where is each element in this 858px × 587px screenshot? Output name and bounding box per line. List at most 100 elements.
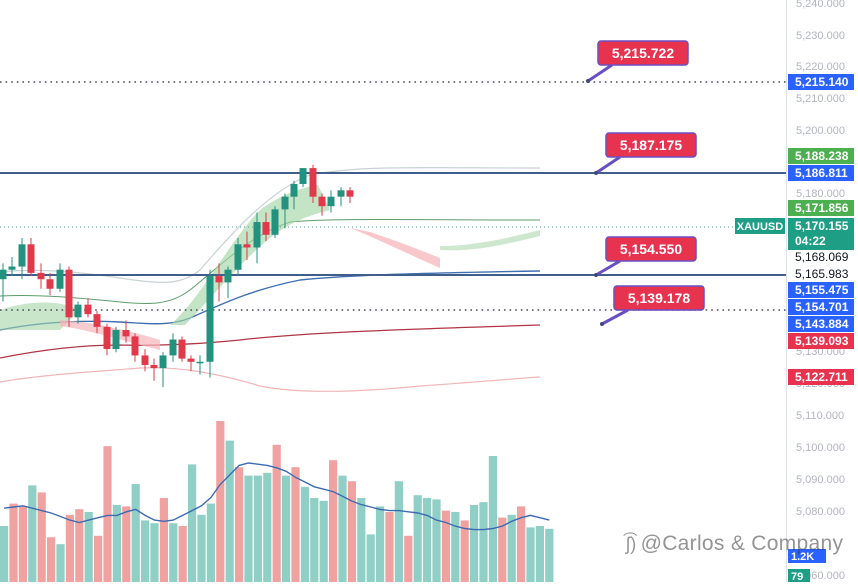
volume-bar xyxy=(235,467,244,582)
volume-bar xyxy=(310,498,319,582)
axis-tick-label: 5,110.000 xyxy=(796,410,844,422)
volume-bar xyxy=(47,537,56,582)
symbol-tag[interactable] xyxy=(735,218,785,234)
volume-scale-label: 79 xyxy=(788,569,810,583)
volume-bar xyxy=(488,456,497,582)
volume-bar xyxy=(94,535,103,582)
volume-bar xyxy=(282,475,291,582)
volume-bar xyxy=(84,512,93,582)
volume-bar xyxy=(188,464,197,582)
price-axis-divider xyxy=(786,0,787,582)
volume-bar xyxy=(37,492,46,582)
price-axis[interactable]: 5,240.000 5,230.000 5,220.000 5,210.000 5,20… xyxy=(735,0,854,583)
candle xyxy=(290,180,298,210)
callout-text: 5,139.178 xyxy=(628,290,690,306)
candle xyxy=(131,333,139,362)
volume-bar xyxy=(517,506,526,582)
axis-tick-label: 5,220.000 xyxy=(796,61,845,73)
volume-bar xyxy=(75,509,84,582)
candle xyxy=(56,263,64,292)
symbol-label: XAUUSD xyxy=(737,221,784,233)
volume-bar xyxy=(338,475,347,582)
price-scale-label[interactable]: 5,143.884 xyxy=(788,316,854,332)
candle xyxy=(318,193,326,216)
volume-bar xyxy=(65,514,74,582)
volume-bar xyxy=(112,505,121,582)
axis-tick-label: 5,180.000 xyxy=(796,188,845,200)
price-scale-label[interactable]: 5,154.701 xyxy=(788,299,854,315)
volume-bar xyxy=(507,514,516,582)
candle xyxy=(103,323,111,356)
candle xyxy=(281,193,289,229)
callout-text: 5,187.175 xyxy=(620,137,682,153)
price-scale-label[interactable]: 5,139.093 xyxy=(788,333,854,349)
price-scale-label[interactable]: 5,186.811 xyxy=(788,165,854,181)
svg-text:5,170.155: 5,170.155 xyxy=(795,219,849,233)
volume-bar xyxy=(244,475,253,582)
svg-text:5,122.711: 5,122.711 xyxy=(795,370,848,384)
volume-bar xyxy=(291,467,300,582)
volume-bar xyxy=(103,446,112,582)
candle xyxy=(122,320,130,343)
callout-text: 5,154.550 xyxy=(620,241,682,257)
price-callouts[interactable]: 5,215.722 5,187.175 5,154.550 5,139.178 xyxy=(586,40,705,326)
volume-bar xyxy=(56,544,65,582)
volume-bar xyxy=(404,535,413,582)
price-callout[interactable]: 5,139.178 xyxy=(600,285,705,326)
price-scale-label[interactable]: 5,165.983 xyxy=(795,267,849,281)
volume-bar xyxy=(150,523,159,582)
volume-bar xyxy=(225,440,234,582)
volume-bar xyxy=(28,485,37,582)
candle xyxy=(159,352,167,388)
price-callout[interactable]: 5,187.175 xyxy=(594,132,697,175)
weibo-logo-icon: ʃ͡) xyxy=(626,534,637,554)
volume-bar xyxy=(0,526,9,582)
volume-bar xyxy=(197,514,206,582)
volume-bar xyxy=(385,512,394,582)
axis-tick-label: 5,200.000 xyxy=(796,125,845,137)
price-scale-label[interactable]: 5,122.711 xyxy=(788,369,854,385)
volume-bar xyxy=(18,506,27,582)
volume-bar xyxy=(329,460,338,582)
volume-bar xyxy=(376,506,385,582)
volume-bar xyxy=(366,534,375,582)
price-scale-label[interactable]: 5,188.238 xyxy=(788,148,854,164)
price-callout[interactable]: 5,215.722 xyxy=(586,40,689,83)
volume-bar xyxy=(272,444,281,582)
svg-text:5,188.238: 5,188.238 xyxy=(795,149,849,163)
candle xyxy=(262,212,270,242)
candle xyxy=(112,326,120,353)
candle xyxy=(93,310,101,334)
price-scale-label[interactable]: 5,155.475 xyxy=(788,282,854,298)
candle xyxy=(327,190,335,213)
svg-text:5,186.811: 5,186.811 xyxy=(795,166,848,180)
volume-bar xyxy=(451,512,460,582)
svg-text:5,165.983: 5,165.983 xyxy=(795,267,849,281)
volume-bar xyxy=(253,475,262,582)
price-scale-label[interactable]: 5,168.069 xyxy=(795,250,849,264)
volume-bar xyxy=(347,481,356,582)
volume-bar xyxy=(216,421,225,582)
candle xyxy=(271,206,279,238)
candle xyxy=(18,237,26,280)
volume-bar xyxy=(131,484,140,582)
svg-text:5,168.069: 5,168.069 xyxy=(795,250,849,264)
volume-scale-label: 1.2K xyxy=(788,549,826,563)
volume-bar xyxy=(122,506,131,582)
volume-bar xyxy=(441,510,450,582)
price-scale-label[interactable]: 5,171.856 xyxy=(788,200,854,216)
volume-bar xyxy=(545,528,554,582)
horizontal-levels xyxy=(0,81,786,311)
axis-tick-label: 5,210.000 xyxy=(796,93,845,105)
svg-text:5,215.140: 5,215.140 xyxy=(795,75,849,89)
volume-bar xyxy=(470,505,479,582)
price-scale-label[interactable]: 5,215.140 xyxy=(788,74,854,90)
svg-text:5,155.475: 5,155.475 xyxy=(795,283,849,297)
svg-text:79: 79 xyxy=(791,571,803,582)
volume-histogram xyxy=(0,421,554,582)
price-callout[interactable]: 5,154.550 xyxy=(594,236,697,277)
volume-bar xyxy=(460,520,469,582)
